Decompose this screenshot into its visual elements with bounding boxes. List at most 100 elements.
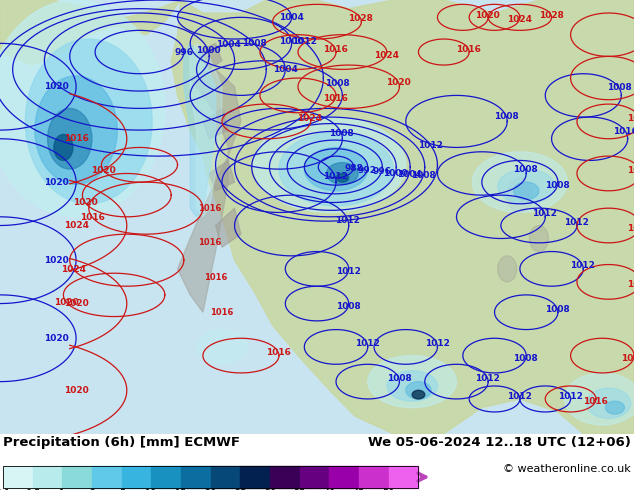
Text: 1020: 1020 <box>54 298 79 307</box>
Text: 1012: 1012 <box>336 268 361 276</box>
Text: 1024: 1024 <box>63 221 89 230</box>
Text: 1016: 1016 <box>63 134 89 143</box>
Ellipse shape <box>605 401 624 414</box>
Text: 1020: 1020 <box>44 82 69 91</box>
Ellipse shape <box>197 330 247 364</box>
Ellipse shape <box>412 390 425 399</box>
Text: 2: 2 <box>89 489 95 490</box>
Ellipse shape <box>25 39 152 204</box>
Bar <box>152 466 181 488</box>
Bar <box>63 466 92 488</box>
Text: 1020: 1020 <box>44 178 69 187</box>
Text: 1000: 1000 <box>279 37 304 46</box>
Text: 1016: 1016 <box>613 127 634 136</box>
Ellipse shape <box>529 225 548 251</box>
Text: 5: 5 <box>119 489 125 490</box>
Text: 1000: 1000 <box>196 46 221 55</box>
Bar <box>3 466 418 488</box>
Text: 1016: 1016 <box>621 354 634 363</box>
Text: 996: 996 <box>372 167 391 176</box>
Bar <box>300 466 330 488</box>
Ellipse shape <box>514 182 539 199</box>
Bar <box>240 466 270 488</box>
Text: 1016: 1016 <box>80 213 105 221</box>
Text: 1012: 1012 <box>507 392 532 401</box>
Ellipse shape <box>387 371 437 401</box>
Ellipse shape <box>406 382 431 399</box>
Text: We 05-06-2024 12..18 UTC (12+06): We 05-06-2024 12..18 UTC (12+06) <box>368 437 631 449</box>
Bar <box>33 466 63 488</box>
Text: 15: 15 <box>175 489 187 490</box>
Ellipse shape <box>304 147 368 191</box>
Bar <box>3 466 33 488</box>
Polygon shape <box>209 160 235 191</box>
Ellipse shape <box>336 173 349 182</box>
Polygon shape <box>190 44 222 217</box>
Text: 1020: 1020 <box>386 78 411 87</box>
Text: 1: 1 <box>60 489 65 490</box>
Text: 1020: 1020 <box>628 114 634 123</box>
Text: 1008: 1008 <box>513 165 538 174</box>
Text: 1008: 1008 <box>325 79 350 88</box>
Ellipse shape <box>507 178 533 213</box>
Polygon shape <box>178 70 241 312</box>
Text: 1020: 1020 <box>91 166 116 175</box>
Text: 1020: 1020 <box>63 299 89 308</box>
Text: 1008: 1008 <box>545 305 570 314</box>
Text: 1020: 1020 <box>44 334 69 343</box>
Text: 35: 35 <box>294 489 306 490</box>
Text: 45: 45 <box>353 489 365 490</box>
Ellipse shape <box>586 388 631 418</box>
Ellipse shape <box>35 76 117 184</box>
Text: 1012: 1012 <box>558 392 583 401</box>
Text: 40: 40 <box>323 489 335 490</box>
Bar <box>270 466 300 488</box>
Ellipse shape <box>498 256 517 282</box>
Text: 1020: 1020 <box>63 386 89 395</box>
Text: 1012: 1012 <box>476 374 500 383</box>
Text: 0.5: 0.5 <box>25 489 41 490</box>
Text: 1012: 1012 <box>335 216 360 225</box>
Text: 1016: 1016 <box>266 348 291 357</box>
Text: 1028: 1028 <box>539 11 564 20</box>
Text: 0.1: 0.1 <box>0 489 11 490</box>
Text: 1008: 1008 <box>545 181 570 191</box>
Text: 1012: 1012 <box>292 37 316 46</box>
Text: © weatheronline.co.uk: © weatheronline.co.uk <box>503 464 631 474</box>
Polygon shape <box>203 108 228 139</box>
Text: Precipitation (6h) [mm] ECMWF: Precipitation (6h) [mm] ECMWF <box>3 437 240 449</box>
Text: 1004: 1004 <box>396 170 422 179</box>
Text: 1012: 1012 <box>564 218 589 227</box>
Text: 1008: 1008 <box>514 354 538 363</box>
Text: 1020: 1020 <box>476 11 500 20</box>
Text: 1004: 1004 <box>216 40 242 49</box>
Polygon shape <box>197 44 222 70</box>
Bar <box>359 466 389 488</box>
Text: 988: 988 <box>344 164 363 173</box>
Text: 1004: 1004 <box>273 65 298 74</box>
Text: 996: 996 <box>174 48 193 56</box>
Bar <box>389 466 418 488</box>
Text: 1008: 1008 <box>411 171 436 180</box>
Ellipse shape <box>0 0 165 217</box>
Ellipse shape <box>279 132 393 206</box>
Text: 1008: 1008 <box>387 374 411 383</box>
Text: 1016: 1016 <box>583 397 608 406</box>
Text: 1020: 1020 <box>44 256 69 265</box>
Ellipse shape <box>54 134 73 160</box>
Text: 1016: 1016 <box>198 204 221 213</box>
Text: 1016: 1016 <box>210 308 233 317</box>
Text: 10: 10 <box>145 489 158 490</box>
Ellipse shape <box>498 169 555 204</box>
Ellipse shape <box>564 373 634 425</box>
Ellipse shape <box>48 108 92 169</box>
Text: 1016: 1016 <box>628 280 634 290</box>
Text: 1008: 1008 <box>494 112 519 122</box>
Text: 1016: 1016 <box>323 94 348 103</box>
Text: 1012: 1012 <box>418 141 443 150</box>
Text: 50: 50 <box>382 489 395 490</box>
Text: 1012: 1012 <box>323 172 347 181</box>
Text: 1008: 1008 <box>329 129 354 138</box>
Text: 1012: 1012 <box>425 340 450 348</box>
Bar <box>210 466 240 488</box>
